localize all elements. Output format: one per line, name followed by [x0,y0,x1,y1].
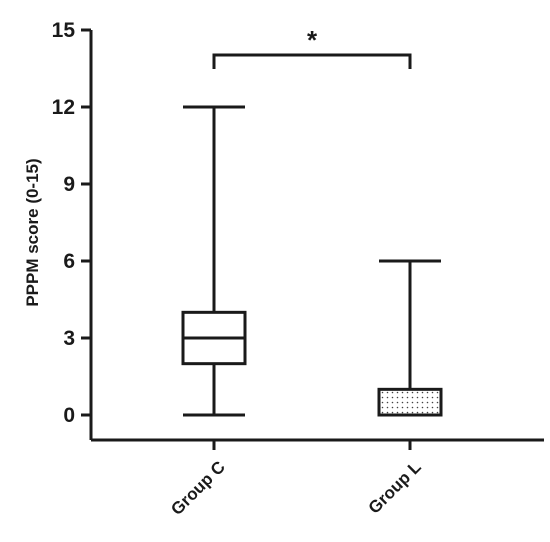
box-group-c [181,105,247,417]
boxes-group [181,105,443,417]
x-category-label: Group C [167,457,229,519]
y-tick-label: 3 [63,327,75,350]
y-tick-label: 6 [63,250,75,273]
y-axis-title: PPPM score (0-15) [23,158,42,306]
y-tick-label: 15 [52,19,76,42]
x-category-label: Group L [365,457,425,517]
iqr-box [377,387,443,417]
significance-label: * [307,25,318,55]
y-tick-label: 0 [63,404,75,427]
axes-group: 0 3 6 9 12 15 Group C Group L [52,19,544,519]
y-tick-label: 9 [63,173,75,196]
box-group-l [377,259,443,417]
significance-bracket [212,53,412,69]
significance-group: * [212,25,412,69]
y-tick-label: 12 [52,96,75,119]
